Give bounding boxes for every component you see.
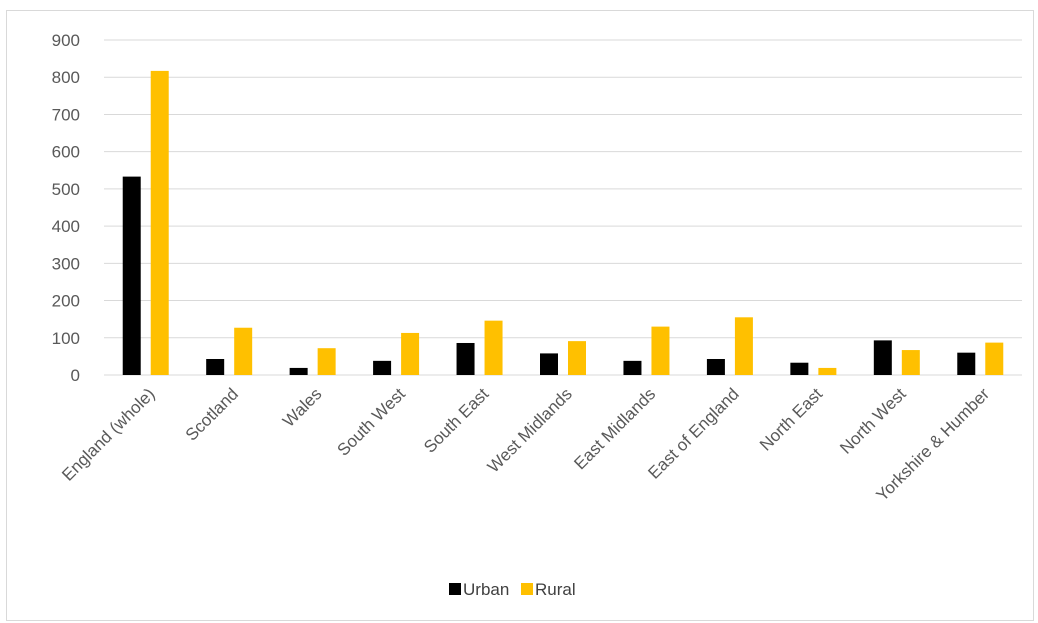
bar-rural-5 (568, 341, 586, 375)
bar-rural-7 (734, 317, 753, 375)
bar-urban-4 (456, 342, 475, 375)
bar-rural-0 (150, 70, 169, 376)
bar-urban-10 (957, 352, 976, 375)
x-axis-category-labels: England (whole) Scotland Wales South West So… (58, 384, 993, 505)
bar-urban-3 (373, 360, 392, 375)
y-tick-label: 800 (52, 68, 80, 87)
bars (122, 70, 1004, 376)
y-tick-label: 400 (52, 217, 80, 236)
bar-rural-8 (818, 367, 837, 375)
legend: Urban Rural (449, 580, 576, 599)
legend-label-urban: Urban (463, 580, 509, 599)
bar-rural-1 (234, 327, 253, 375)
chart-frame (6, 10, 1034, 621)
bar-rural-6 (651, 326, 670, 375)
bar-urban-5 (540, 353, 558, 375)
y-tick-label: 700 (52, 105, 80, 124)
bar-urban-8 (790, 362, 809, 375)
legend-swatch-rural (521, 583, 533, 595)
x-category-label: Scotland (182, 384, 242, 444)
x-category-label: South East (420, 384, 492, 456)
bar-urban-9 (873, 340, 892, 375)
y-tick-label: 500 (52, 180, 80, 199)
y-tick-label: 900 (52, 31, 80, 50)
bar-urban-0 (122, 176, 141, 375)
bar-urban-6 (623, 360, 642, 375)
bar-rural-3 (401, 332, 420, 375)
legend-label-rural: Rural (535, 580, 576, 599)
bar-rural-2 (317, 348, 336, 375)
x-category-label: East Midlands (570, 384, 659, 473)
y-tick-label: 200 (52, 292, 80, 311)
x-category-label: North East (756, 384, 826, 454)
y-axis-tick-labels: 0 100 200 300 400 500 600 700 800 900 (52, 31, 80, 385)
y-tick-label: 100 (52, 329, 80, 348)
y-tick-label: 0 (71, 366, 80, 385)
x-category-label: East of England (644, 384, 742, 482)
y-tick-label: 600 (52, 143, 80, 162)
bar-urban-2 (289, 367, 308, 375)
bar-rural-10 (985, 342, 1004, 375)
x-category-label: South West (334, 384, 410, 460)
bar-urban-7 (706, 358, 725, 375)
x-category-label: North West (836, 384, 910, 458)
y-tick-label: 300 (52, 254, 80, 273)
bar-rural-4 (484, 320, 503, 375)
x-category-label: Wales (279, 384, 325, 430)
bar-urban-1 (206, 358, 225, 375)
gridlines (104, 39, 1022, 376)
x-category-label: England (whole) (58, 384, 158, 484)
x-category-label: West Midlands (484, 384, 576, 476)
bar-rural-9 (901, 350, 920, 375)
legend-swatch-urban (449, 583, 461, 595)
